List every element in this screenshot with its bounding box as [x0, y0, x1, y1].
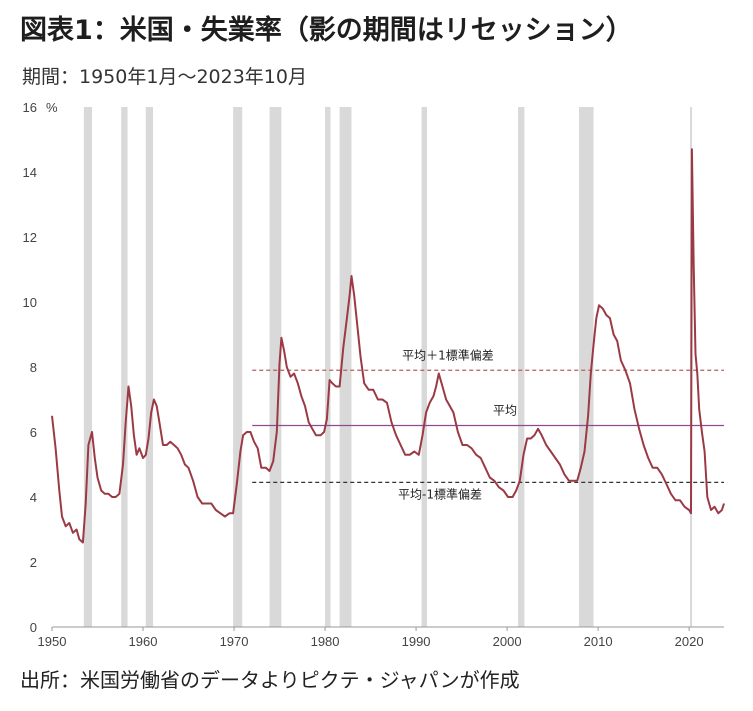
recession-band-4 — [269, 107, 282, 627]
reference-line-label-1: 平均 — [493, 404, 517, 418]
recession-band-3 — [233, 107, 243, 627]
recession-band-8 — [518, 107, 525, 627]
source-note: 出所：米国労働省のデータよりピクテ・ジャパンが作成 — [20, 668, 520, 692]
y-tick-label-4: 4 — [30, 490, 37, 505]
recession-band-6 — [339, 107, 352, 627]
y-tick-label-12: 12 — [23, 230, 37, 245]
x-tick-label-1990: 1990 — [402, 634, 431, 649]
recession-band-5 — [325, 107, 331, 627]
x-tick-label-1970: 1970 — [220, 634, 249, 649]
recession-band-1 — [121, 107, 128, 627]
chart-subtitle: 期間：1950年1月～2023年10月 — [22, 66, 307, 88]
y-unit-label: % — [46, 100, 58, 115]
reference-line-label-0: 平均＋1標準偏差 — [402, 347, 494, 362]
y-tick-label-10: 10 — [23, 295, 37, 310]
unemployment-rate-line — [51, 148, 725, 544]
recession-band-7 — [421, 107, 428, 627]
x-tick-label-2020: 2020 — [675, 634, 704, 649]
recession-band-2 — [145, 107, 154, 627]
x-tick-label-2010: 2010 — [584, 634, 613, 649]
y-tick-label-8: 8 — [30, 360, 37, 375]
recession-band-9 — [579, 107, 594, 627]
y-tick-label-0: 0 — [30, 620, 37, 635]
x-tick-label-1960: 1960 — [129, 634, 158, 649]
x-tick-label-1980: 1980 — [311, 634, 340, 649]
y-tick-label-2: 2 — [30, 555, 37, 570]
x-tick-label-1950: 1950 — [38, 634, 67, 649]
x-tick-label-2000: 2000 — [493, 634, 522, 649]
reference-line-label-2: 平均-1標準偏差 — [398, 486, 482, 501]
y-tick-label-14: 14 — [23, 165, 37, 180]
y-tick-label-16: 16 — [23, 100, 37, 115]
recession-band-0 — [83, 107, 93, 627]
y-tick-label-6: 6 — [30, 425, 37, 440]
chart-title: 図表1：米国・失業率（影の期間はリセッション） — [20, 15, 633, 46]
